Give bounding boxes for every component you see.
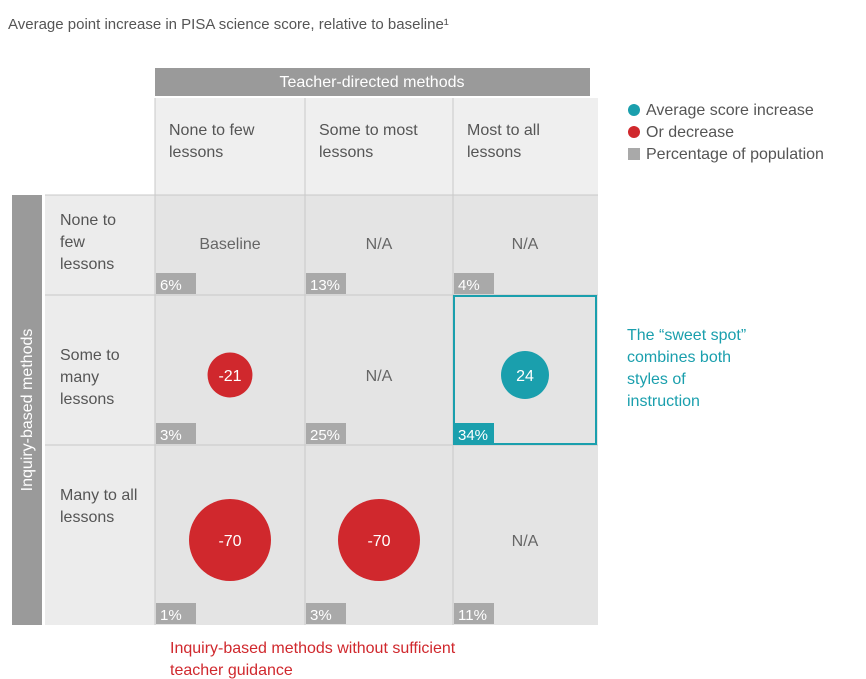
cell-label: Baseline (199, 236, 260, 253)
row-label: Many to all lessons (60, 485, 138, 529)
share-label: 4% (458, 277, 480, 294)
bubble-label: 24 (516, 368, 534, 385)
legend-marker (628, 104, 640, 116)
column-label: None to few lessons (169, 120, 294, 164)
cell-label: N/A (366, 368, 393, 385)
cell-label: N/A (512, 533, 539, 550)
legend-label: Average score increase (646, 102, 814, 119)
infographic: Teacher-directed methods Inquiry-based me… (0, 0, 866, 679)
share-label: 6% (160, 277, 182, 294)
cell-label: N/A (512, 236, 539, 253)
share-label: 13% (310, 277, 340, 294)
row-label: Some to many lessons (60, 345, 138, 411)
share-label: 1% (160, 607, 182, 624)
row-label: None to few lessons (60, 210, 138, 276)
annotation: The “sweet spot” combines both styles of… (627, 325, 762, 413)
legend-marker (628, 148, 640, 160)
legend-label: Or decrease (646, 124, 734, 141)
column-header: Teacher-directed methods (280, 74, 465, 91)
bubble-label: -21 (218, 368, 241, 385)
share-label: 3% (310, 607, 332, 624)
chart-title: Average point increase in PISA science s… (8, 14, 449, 36)
bubble-label: -70 (367, 533, 390, 550)
legend-marker (628, 126, 640, 138)
row-header: Inquiry-based methods (19, 329, 36, 492)
column-label: Most to all lessons (467, 120, 592, 164)
annotation: Inquiry-based methods without sufficient… (170, 638, 460, 679)
cell-label: N/A (366, 236, 393, 253)
share-label: 25% (310, 427, 340, 444)
share-label: 3% (160, 427, 182, 444)
legend-label: Percentage of population (646, 146, 824, 163)
share-label: 34% (458, 427, 488, 444)
bubble-label: -70 (218, 533, 241, 550)
share-label: 11% (458, 607, 487, 624)
column-label: Some to most lessons (319, 120, 444, 164)
